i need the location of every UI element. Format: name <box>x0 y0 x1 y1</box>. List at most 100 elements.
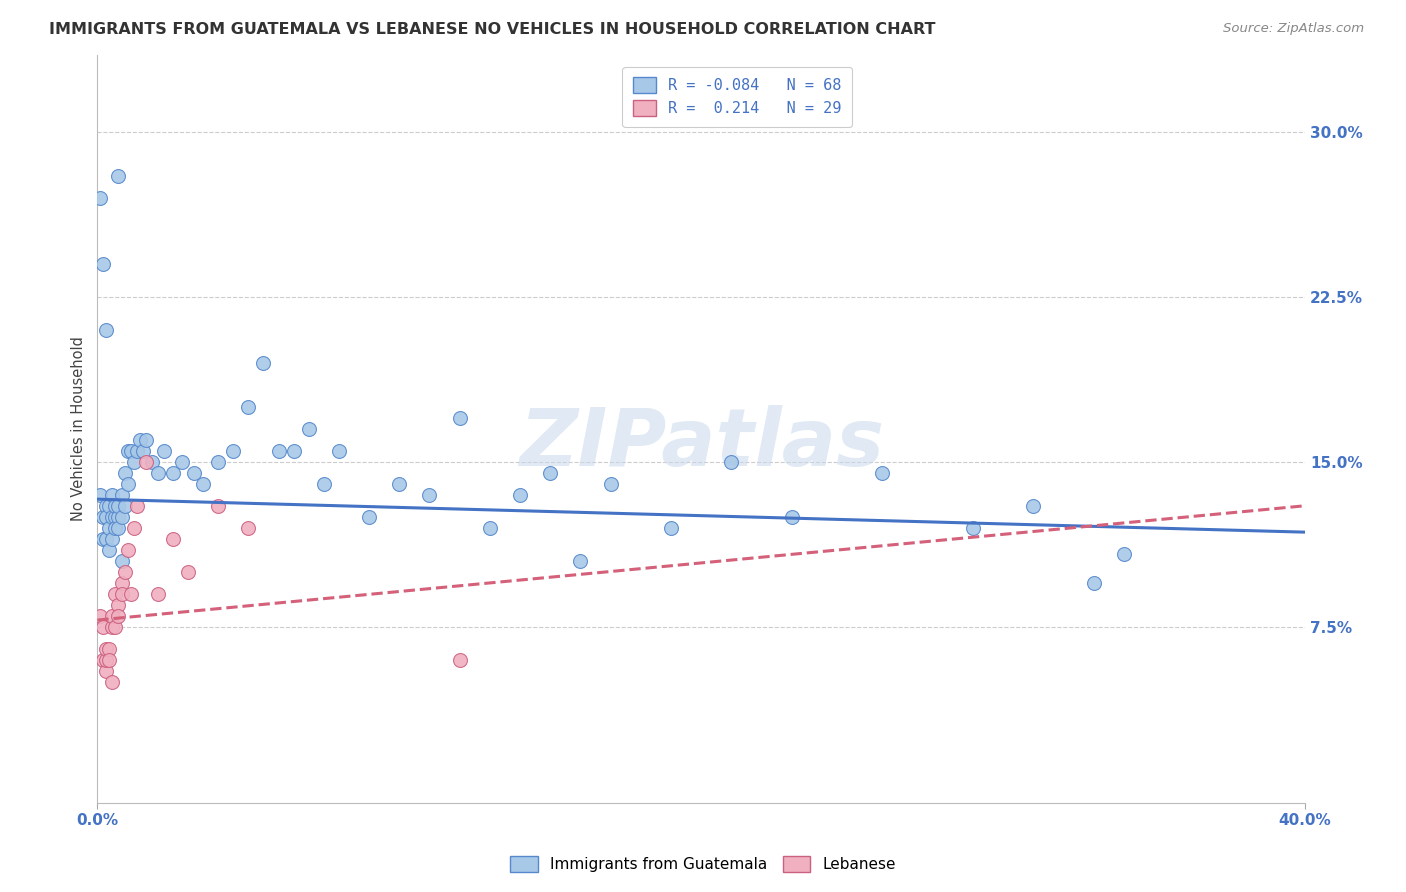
Point <box>98 542 121 557</box>
Point <box>135 433 157 447</box>
Point <box>96 641 118 656</box>
Point <box>222 443 245 458</box>
Point <box>104 620 127 634</box>
Text: Source: ZipAtlas.com: Source: ZipAtlas.com <box>1223 22 1364 36</box>
Point <box>122 521 145 535</box>
Point <box>135 455 157 469</box>
Point <box>98 499 121 513</box>
Point <box>89 488 111 502</box>
Legend: R = -0.084   N = 68, R =  0.214   N = 29: R = -0.084 N = 68, R = 0.214 N = 29 <box>623 67 852 127</box>
Point <box>104 509 127 524</box>
Point <box>191 476 214 491</box>
Point <box>177 565 200 579</box>
Point <box>599 476 621 491</box>
Point <box>538 466 561 480</box>
Point <box>101 509 124 524</box>
Point <box>93 257 115 271</box>
Point <box>104 499 127 513</box>
Point <box>104 521 127 535</box>
Point <box>128 433 150 447</box>
Point <box>449 653 471 667</box>
Point <box>449 410 471 425</box>
Point <box>131 443 153 458</box>
Point <box>312 476 335 491</box>
Point <box>207 499 229 513</box>
Point <box>96 499 118 513</box>
Point <box>104 587 127 601</box>
Point <box>107 509 129 524</box>
Point <box>107 598 129 612</box>
Point <box>96 653 118 667</box>
Point <box>101 532 124 546</box>
Point <box>117 476 139 491</box>
Point <box>93 509 115 524</box>
Point <box>98 641 121 656</box>
Point <box>146 587 169 601</box>
Point <box>152 443 174 458</box>
Point <box>418 488 440 502</box>
Point <box>183 466 205 480</box>
Point <box>117 542 139 557</box>
Point <box>114 499 136 513</box>
Point <box>110 509 132 524</box>
Point <box>98 521 121 535</box>
Point <box>96 323 118 337</box>
Point <box>509 488 531 502</box>
Point <box>122 455 145 469</box>
Point <box>96 664 118 678</box>
Point <box>388 476 411 491</box>
Point <box>207 455 229 469</box>
Point <box>780 509 803 524</box>
Point <box>328 443 350 458</box>
Point <box>107 169 129 183</box>
Point <box>962 521 984 535</box>
Point <box>96 509 118 524</box>
Point <box>98 653 121 667</box>
Point <box>359 509 381 524</box>
Point <box>252 356 274 370</box>
Point <box>96 532 118 546</box>
Point <box>872 466 894 480</box>
Point <box>141 455 163 469</box>
Point <box>125 499 148 513</box>
Point <box>89 608 111 623</box>
Point <box>93 532 115 546</box>
Point <box>117 443 139 458</box>
Point <box>107 608 129 623</box>
Point <box>93 653 115 667</box>
Point <box>162 532 184 546</box>
Point <box>125 443 148 458</box>
Point <box>478 521 501 535</box>
Point <box>120 443 142 458</box>
Point <box>1083 575 1105 590</box>
Point <box>1112 547 1135 561</box>
Text: IMMIGRANTS FROM GUATEMALA VS LEBANESE NO VEHICLES IN HOUSEHOLD CORRELATION CHART: IMMIGRANTS FROM GUATEMALA VS LEBANESE NO… <box>49 22 936 37</box>
Point <box>569 554 592 568</box>
Point <box>101 674 124 689</box>
Point <box>162 466 184 480</box>
Point <box>720 455 742 469</box>
Point <box>267 443 290 458</box>
Point <box>170 455 193 469</box>
Point <box>101 488 124 502</box>
Point <box>89 191 111 205</box>
Point <box>107 521 129 535</box>
Point <box>110 587 132 601</box>
Point <box>93 620 115 634</box>
Y-axis label: No Vehicles in Household: No Vehicles in Household <box>72 336 86 521</box>
Point <box>659 521 682 535</box>
Point <box>107 499 129 513</box>
Legend: Immigrants from Guatemala, Lebanese: Immigrants from Guatemala, Lebanese <box>502 848 904 880</box>
Point <box>114 466 136 480</box>
Point <box>110 575 132 590</box>
Point <box>120 587 142 601</box>
Point <box>101 608 124 623</box>
Point <box>146 466 169 480</box>
Point <box>114 565 136 579</box>
Point <box>110 488 132 502</box>
Point <box>298 422 321 436</box>
Point <box>238 521 260 535</box>
Point <box>238 400 260 414</box>
Text: ZIPatlas: ZIPatlas <box>519 405 884 483</box>
Point <box>101 620 124 634</box>
